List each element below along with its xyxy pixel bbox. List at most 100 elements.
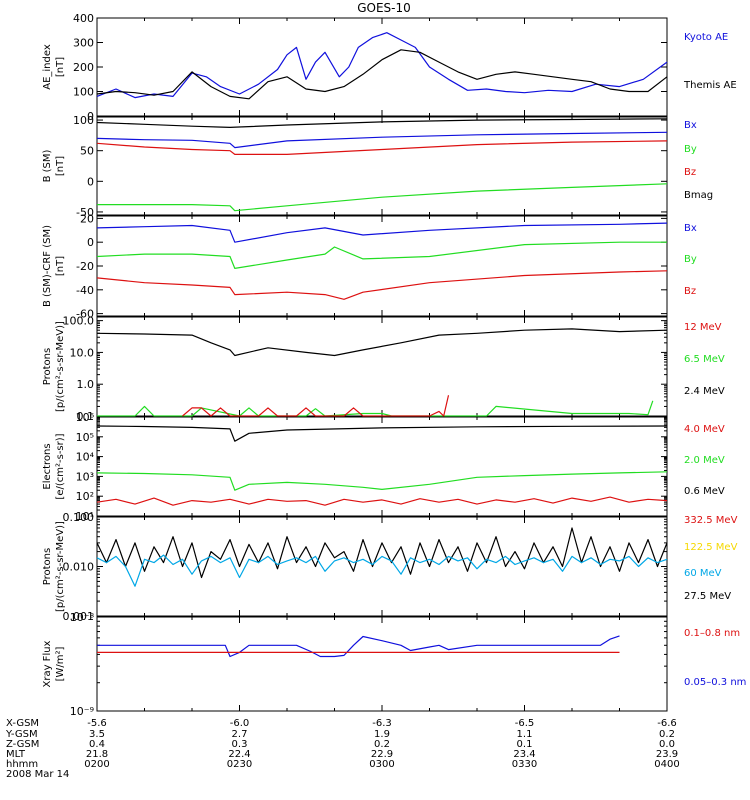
y-axis-label: [nT] <box>55 57 66 77</box>
y-tick-label: 10⁵ <box>76 431 94 444</box>
legend-entry: 0.6 MeV <box>684 486 725 497</box>
y-tick-label: 100 <box>73 86 94 99</box>
ephemeris-row-label: X-GSM <box>6 718 39 729</box>
series-line <box>97 183 668 212</box>
legend-entry: 27.5 MeV <box>684 591 731 602</box>
ephemeris-row-label: Y-GSM <box>5 729 38 740</box>
y-axis-label: AE_index <box>42 44 53 90</box>
series-line <box>96 496 668 506</box>
legend-entry: Bx <box>684 120 697 131</box>
y-tick-label: 100 <box>73 114 94 127</box>
y-axis-label: Xray Flux <box>42 640 53 687</box>
ephemeris-value: 0230 <box>227 759 252 770</box>
ephemeris-value: 0200 <box>84 759 109 770</box>
legend-entry: 122.5 MeV <box>684 542 738 553</box>
legend-entry: Themis AE <box>683 80 737 91</box>
series-line <box>96 425 668 442</box>
y-tick-label: 10¹ <box>76 510 94 523</box>
series-line <box>97 400 654 417</box>
x-tick-label: -5.6 <box>87 718 107 729</box>
legend-entry: By <box>684 144 697 155</box>
ephemeris-value: 2.7 <box>232 729 248 740</box>
ephemeris-value: 1.1 <box>517 729 533 740</box>
y-tick-label: 100.0 <box>63 315 95 328</box>
series-line <box>97 635 620 658</box>
chart-title: GOES-10 <box>357 1 411 15</box>
legend-entry: 0.05–0.3 nm <box>684 677 746 688</box>
series-line <box>182 395 450 417</box>
ephemeris-row-label: Z-GSM <box>6 739 39 750</box>
y-tick-label: 0 <box>87 236 94 249</box>
panel-frame <box>96 215 668 317</box>
y-axis-label: B (SM)-CRF (SM) <box>42 225 53 307</box>
y-tick-label: 0.001 <box>63 610 95 623</box>
ephemeris-value: 22.9 <box>371 749 393 760</box>
y-tick-label: 20 <box>80 212 94 225</box>
y-tick-label: 10⁶ <box>76 411 95 424</box>
series-line <box>96 222 668 243</box>
ephemeris-row-label: MLT <box>6 749 26 760</box>
panel-frame <box>96 116 668 216</box>
ephemeris-value: 0.3 <box>232 739 248 750</box>
footer-date: 2008 Mar 14 <box>6 769 69 780</box>
y-tick-label: -20 <box>76 260 94 273</box>
y-axis-label: [p/(cm²-s-sr-MeV)] <box>55 521 66 612</box>
x-tick-label: -6.6 <box>657 718 677 729</box>
y-tick-label: 10⁻⁹ <box>70 705 94 718</box>
y-axis-label: Protons <box>42 548 53 585</box>
series-line <box>96 32 668 99</box>
series-line <box>96 140 668 155</box>
y-tick-label: 200 <box>73 61 94 74</box>
y-tick-label: 1.0 <box>77 378 95 391</box>
y-axis-label: [W/m²] <box>55 646 66 681</box>
legend-entry: 0.1–0.8 nm <box>684 628 740 639</box>
y-tick-label: 0.100 <box>63 511 95 524</box>
y-tick-label: 50 <box>80 145 94 158</box>
series-line <box>96 527 668 579</box>
ephemeris-value: 0.2 <box>659 729 675 740</box>
y-tick-label: 0.1 <box>77 410 95 423</box>
panel-frame <box>96 416 668 517</box>
panel-frame <box>96 616 668 712</box>
ephemeris-value: 0.4 <box>89 739 105 750</box>
ephemeris-value: 0330 <box>512 759 537 770</box>
y-axis-label: B (SM) <box>42 149 53 182</box>
y-axis-label: Electrons <box>42 443 53 489</box>
legend-entry: Bz <box>684 286 696 297</box>
legend-entry: 2.0 MeV <box>684 455 725 466</box>
y-tick-label: 10⁻⁸ <box>70 611 95 624</box>
legend-entry: 2.4 MeV <box>684 386 725 397</box>
y-axis-label: [nT] <box>55 156 66 176</box>
y-tick-label: 10³ <box>76 470 94 483</box>
y-tick-label: 10² <box>76 490 94 503</box>
ephemeris-value: 1.9 <box>374 729 390 740</box>
y-tick-label: 0 <box>87 175 94 188</box>
series-line <box>96 131 668 149</box>
ephemeris-row-label: hhmm <box>6 759 38 770</box>
y-tick-label: -60 <box>76 308 94 321</box>
series-line <box>96 241 667 269</box>
ephemeris-value: 0.2 <box>374 739 390 750</box>
legend-entry: 4.0 MeV <box>684 424 725 435</box>
y-tick-label: 10⁴ <box>76 451 95 464</box>
y-axis-label: [nT] <box>55 256 66 276</box>
y-tick-label: -40 <box>76 284 94 297</box>
series-line <box>96 118 668 129</box>
legend-entry: 6.5 MeV <box>684 354 725 365</box>
y-tick-label: 0.010 <box>63 561 95 574</box>
ephemeris-value: 23.9 <box>656 749 678 760</box>
x-tick-label: -6.3 <box>372 718 392 729</box>
series-line <box>96 471 668 491</box>
legend-entry: 12 MeV <box>684 322 722 333</box>
ephemeris-value: 3.5 <box>89 729 105 740</box>
legend-entry: Bz <box>684 167 696 178</box>
ephemeris-value: 21.8 <box>86 749 108 760</box>
series-line <box>96 270 668 300</box>
ephemeris-value: 0.0 <box>659 739 675 750</box>
x-tick-label: -6.0 <box>230 718 250 729</box>
series-line <box>96 328 668 357</box>
panel-frame <box>96 17 668 117</box>
ephemeris-value: 0300 <box>369 759 394 770</box>
y-tick-label: 10.0 <box>70 346 95 359</box>
